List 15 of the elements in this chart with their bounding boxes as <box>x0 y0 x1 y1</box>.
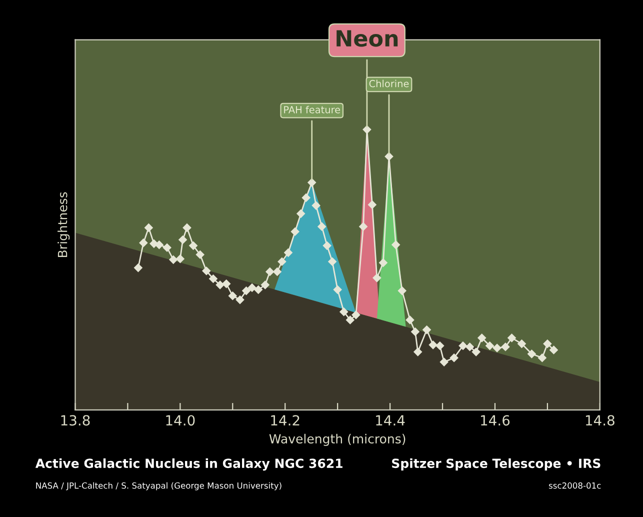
text: NASA / JPL-Caltech / S. Satyapal (George Mason University) <box>36 482 282 490</box>
x-tick-label: 14.8 <box>586 415 614 426</box>
x-tick-label: 14.0 <box>166 415 195 426</box>
x-tick-label: 13.8 <box>61 415 90 426</box>
x-axis-title: Wavelength (microns) <box>269 434 406 446</box>
x-tick-label: 14.2 <box>271 415 300 426</box>
y-axis-title: Brightness <box>58 192 70 257</box>
text: Spitzer Space Telescope • IRS <box>392 458 600 470</box>
text: Active Galactic Nucleus in Galaxy NGC 3621 <box>35 458 342 471</box>
annotation: Chlorine <box>369 80 409 88</box>
x-tick-label: 14.6 <box>481 415 510 426</box>
annotation: PAH feature <box>284 106 340 114</box>
text: ssc2008-01c <box>548 482 601 489</box>
annotation: Neon <box>336 30 398 47</box>
x-tick-label: 14.4 <box>376 415 405 426</box>
